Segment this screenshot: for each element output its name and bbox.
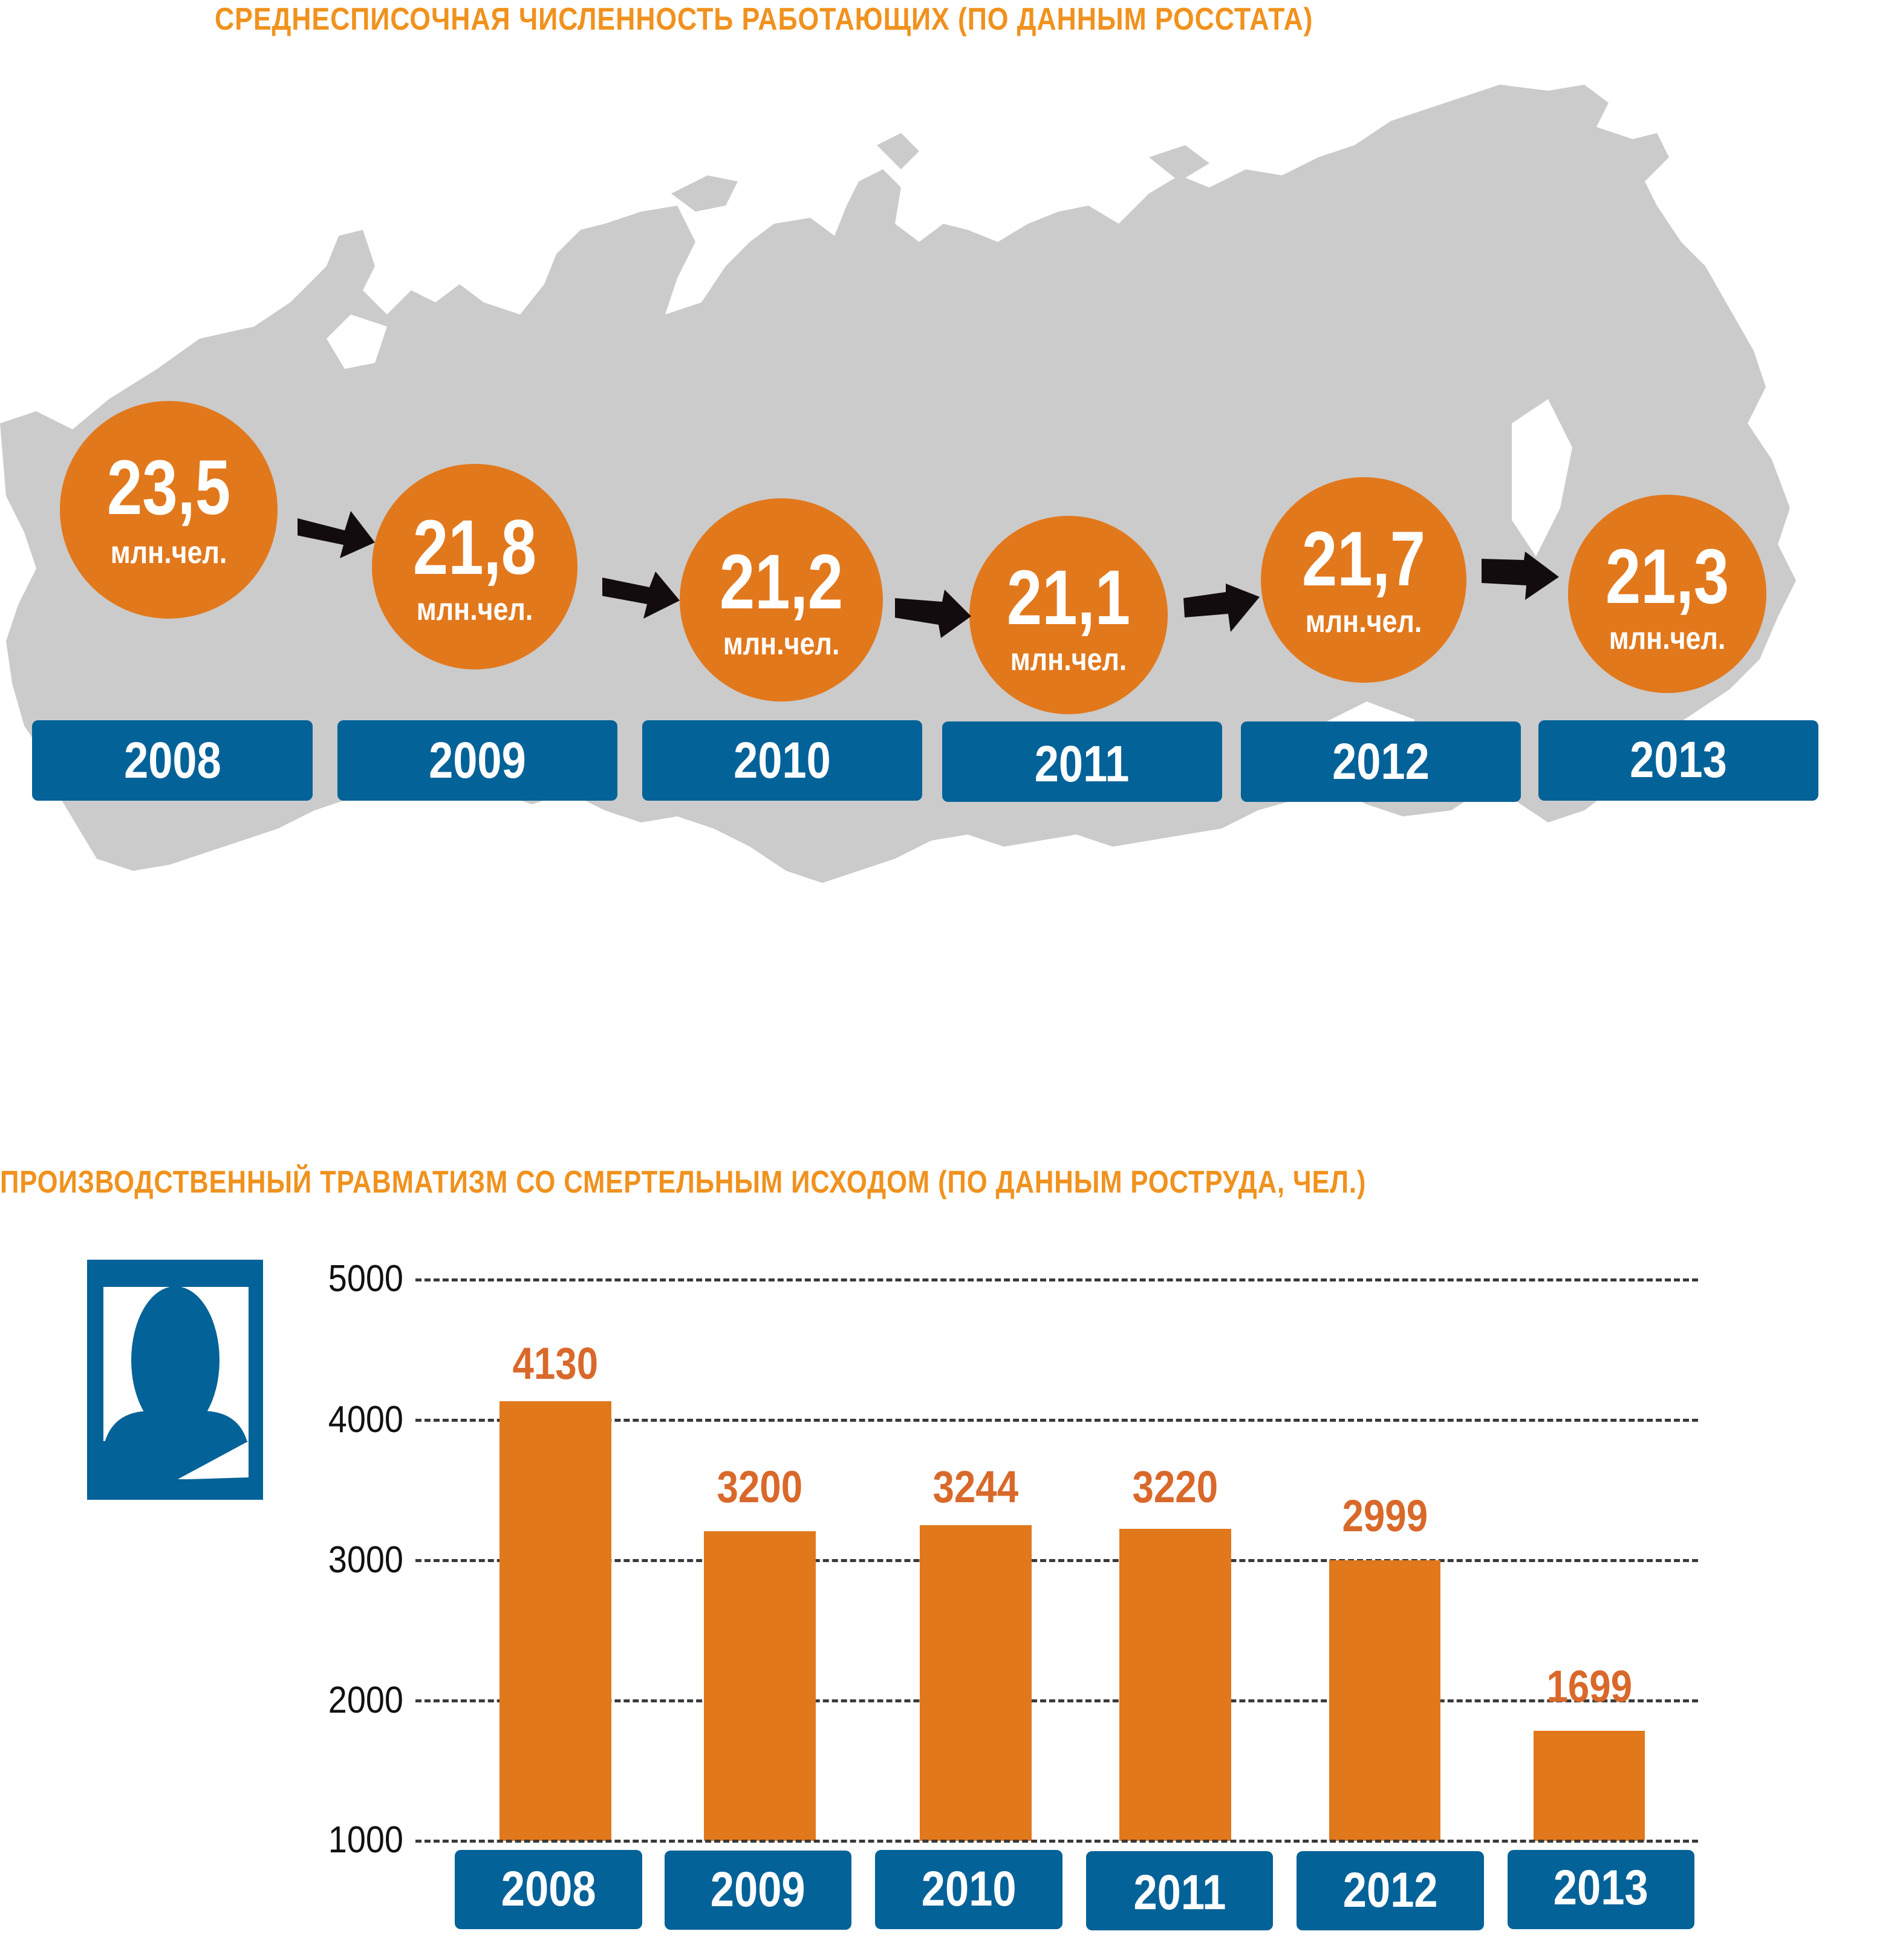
unit-text: млн.чел. xyxy=(110,535,227,570)
value-circle-2011: 21,1 млн.чел. xyxy=(969,516,1168,714)
value-text: 21,2 xyxy=(719,539,844,625)
chart-year-2008: 2008 xyxy=(455,1850,642,1929)
unit-text: млн.чел. xyxy=(1305,604,1422,639)
gridline-3000 xyxy=(415,1559,1698,1562)
bar-2008 xyxy=(499,1401,611,1841)
year-label-2009: 2009 xyxy=(337,720,617,801)
bar-2009 xyxy=(704,1531,816,1841)
value-circle-2010: 21,2 млн.чел. xyxy=(680,498,883,702)
bar-value-2008: 4130 xyxy=(512,1338,599,1389)
unit-text: млн.чел. xyxy=(723,627,840,662)
value-text: 21,7 xyxy=(1301,516,1426,602)
arrow-right-icon xyxy=(298,511,375,558)
value-text: 21,3 xyxy=(1605,533,1729,620)
injury-title: ПРОИЗВОДСТВЕННЫЙ ТРАВМАТИЗМ СО СМЕРТЕЛЬН… xyxy=(0,1165,1367,1200)
bar-value-2009: 3200 xyxy=(717,1462,803,1512)
year-label-2008: 2008 xyxy=(32,720,313,801)
bar-value-2013: 1699 xyxy=(1546,1661,1633,1711)
value-circle-2012: 21,7 млн.чел. xyxy=(1261,477,1466,683)
arrow-right-icon xyxy=(1482,552,1559,600)
bar-2012 xyxy=(1329,1560,1440,1841)
gridline-5000 xyxy=(415,1278,1698,1281)
bar-2010 xyxy=(920,1525,1032,1841)
year-label-2011: 2011 xyxy=(942,721,1222,802)
arrow-right-icon xyxy=(602,571,680,619)
bar-value-2011: 3220 xyxy=(1132,1462,1219,1512)
chart-year-2013: 2013 xyxy=(1508,1850,1694,1929)
value-text: 21,8 xyxy=(412,504,537,591)
value-circle-2008: 23,5 млн.чел. xyxy=(60,401,278,619)
unit-text: млн.чел. xyxy=(1609,621,1726,656)
value-text: 23,5 xyxy=(106,444,231,531)
year-label-2010: 2010 xyxy=(642,720,922,801)
chart-year-2009: 2009 xyxy=(665,1851,851,1930)
person-icon xyxy=(87,1260,263,1500)
year-label-2013: 2013 xyxy=(1538,720,1818,801)
gridline-2000 xyxy=(415,1699,1698,1702)
value-circle-2013: 21,3 млн.чел. xyxy=(1568,495,1766,693)
bar-2013 xyxy=(1534,1731,1645,1841)
arrow-right-icon xyxy=(1183,584,1260,632)
arrow-right-icon xyxy=(895,590,971,638)
chart-year-2012: 2012 xyxy=(1297,1851,1484,1930)
bar-value-2010: 3244 xyxy=(932,1462,1019,1512)
y-tick-3000: 3000 xyxy=(328,1539,403,1581)
bar-value-2012: 2999 xyxy=(1342,1491,1428,1541)
year-label-2012: 2012 xyxy=(1241,721,1521,802)
unit-text: млн.чел. xyxy=(1010,642,1127,677)
unit-text: млн.чел. xyxy=(416,592,533,627)
workers-title: СРЕДНЕСПИСОЧНАЯ ЧИСЛЕННОСТЬ РАБОТАЮЩИХ (… xyxy=(215,2,1313,37)
value-circle-2009: 21,8 млн.чел. xyxy=(372,464,578,669)
chart-year-2011: 2011 xyxy=(1086,1851,1273,1930)
y-tick-2000: 2000 xyxy=(328,1679,403,1721)
y-tick-5000: 5000 xyxy=(328,1258,403,1300)
value-text: 21,1 xyxy=(1006,555,1131,641)
bar-2011 xyxy=(1119,1529,1231,1841)
chart-year-2010: 2010 xyxy=(875,1850,1062,1929)
gridline-4000 xyxy=(415,1419,1698,1422)
y-tick-4000: 4000 xyxy=(328,1399,403,1441)
y-tick-1000: 1000 xyxy=(328,1819,403,1861)
gridline-1000 xyxy=(415,1840,1698,1843)
